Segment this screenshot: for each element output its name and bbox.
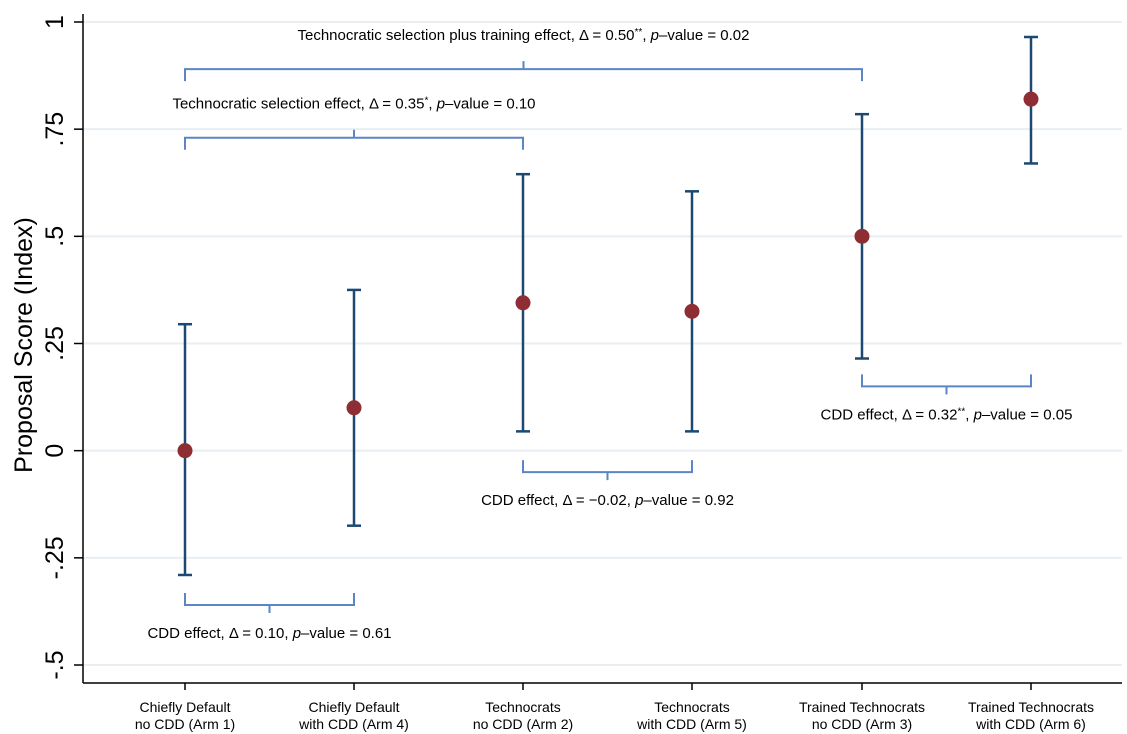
effect-label: CDD effect, Δ = 0.10, p–value = 0.61 bbox=[147, 625, 391, 642]
effect-bracket bbox=[184, 61, 863, 82]
y-tick-label: 0 bbox=[41, 444, 69, 458]
x-tick-label: Chiefly Default no CDD (Arm 1) bbox=[135, 699, 235, 732]
estimate-point bbox=[177, 443, 193, 459]
effect-bracket bbox=[861, 374, 1032, 395]
y-tick-label: -.5 bbox=[41, 650, 69, 679]
x-tick-label: Trained Technocrats with CDD (Arm 6) bbox=[968, 699, 1094, 732]
y-tick-label: .75 bbox=[41, 112, 69, 147]
estimate-point bbox=[346, 400, 362, 416]
x-axis: Chiefly Default no CDD (Arm 1) Chiefly Def… bbox=[83, 682, 1122, 732]
estimate-series bbox=[177, 35, 1039, 577]
y-tick-label: 1 bbox=[41, 15, 69, 29]
gridlines bbox=[83, 21, 1122, 666]
estimate-point bbox=[1023, 91, 1039, 107]
x-tick-label: Technocrats no CDD (Arm 2) bbox=[473, 699, 573, 732]
effect-bracket bbox=[184, 592, 355, 613]
estimate-point bbox=[515, 295, 531, 311]
effect-label: Technocratic selection effect, Δ = 0.35*… bbox=[172, 95, 535, 113]
x-tick-label: Chiefly Default with CDD (Arm 4) bbox=[298, 699, 409, 732]
x-tick-label: Technocrats with CDD (Arm 5) bbox=[636, 699, 747, 732]
effect-bracket bbox=[522, 460, 693, 481]
y-axis-label: Proposal Score (Index) bbox=[10, 217, 38, 473]
y-tick-label: .25 bbox=[41, 326, 69, 361]
y-tick-label: -.25 bbox=[41, 536, 69, 579]
x-tick-label: Trained Technocrats no CDD (Arm 3) bbox=[799, 699, 925, 732]
estimate-point bbox=[854, 228, 870, 244]
effect-label: CDD effect, Δ = 0.32**, p–value = 0.05 bbox=[821, 406, 1073, 424]
y-axis: -.5 -.25 0 .25 .5 .75 1 bbox=[41, 14, 84, 683]
effect-label: Technocratic selection plus training eff… bbox=[297, 27, 749, 45]
estimate-point bbox=[684, 303, 700, 319]
effect-bracket bbox=[184, 129, 524, 150]
effect-brackets: Technocratic selection plus training eff… bbox=[147, 27, 1072, 642]
y-tick-label: .5 bbox=[41, 226, 69, 247]
effect-label: CDD effect, Δ = −0.02, p–value = 0.92 bbox=[481, 492, 734, 509]
